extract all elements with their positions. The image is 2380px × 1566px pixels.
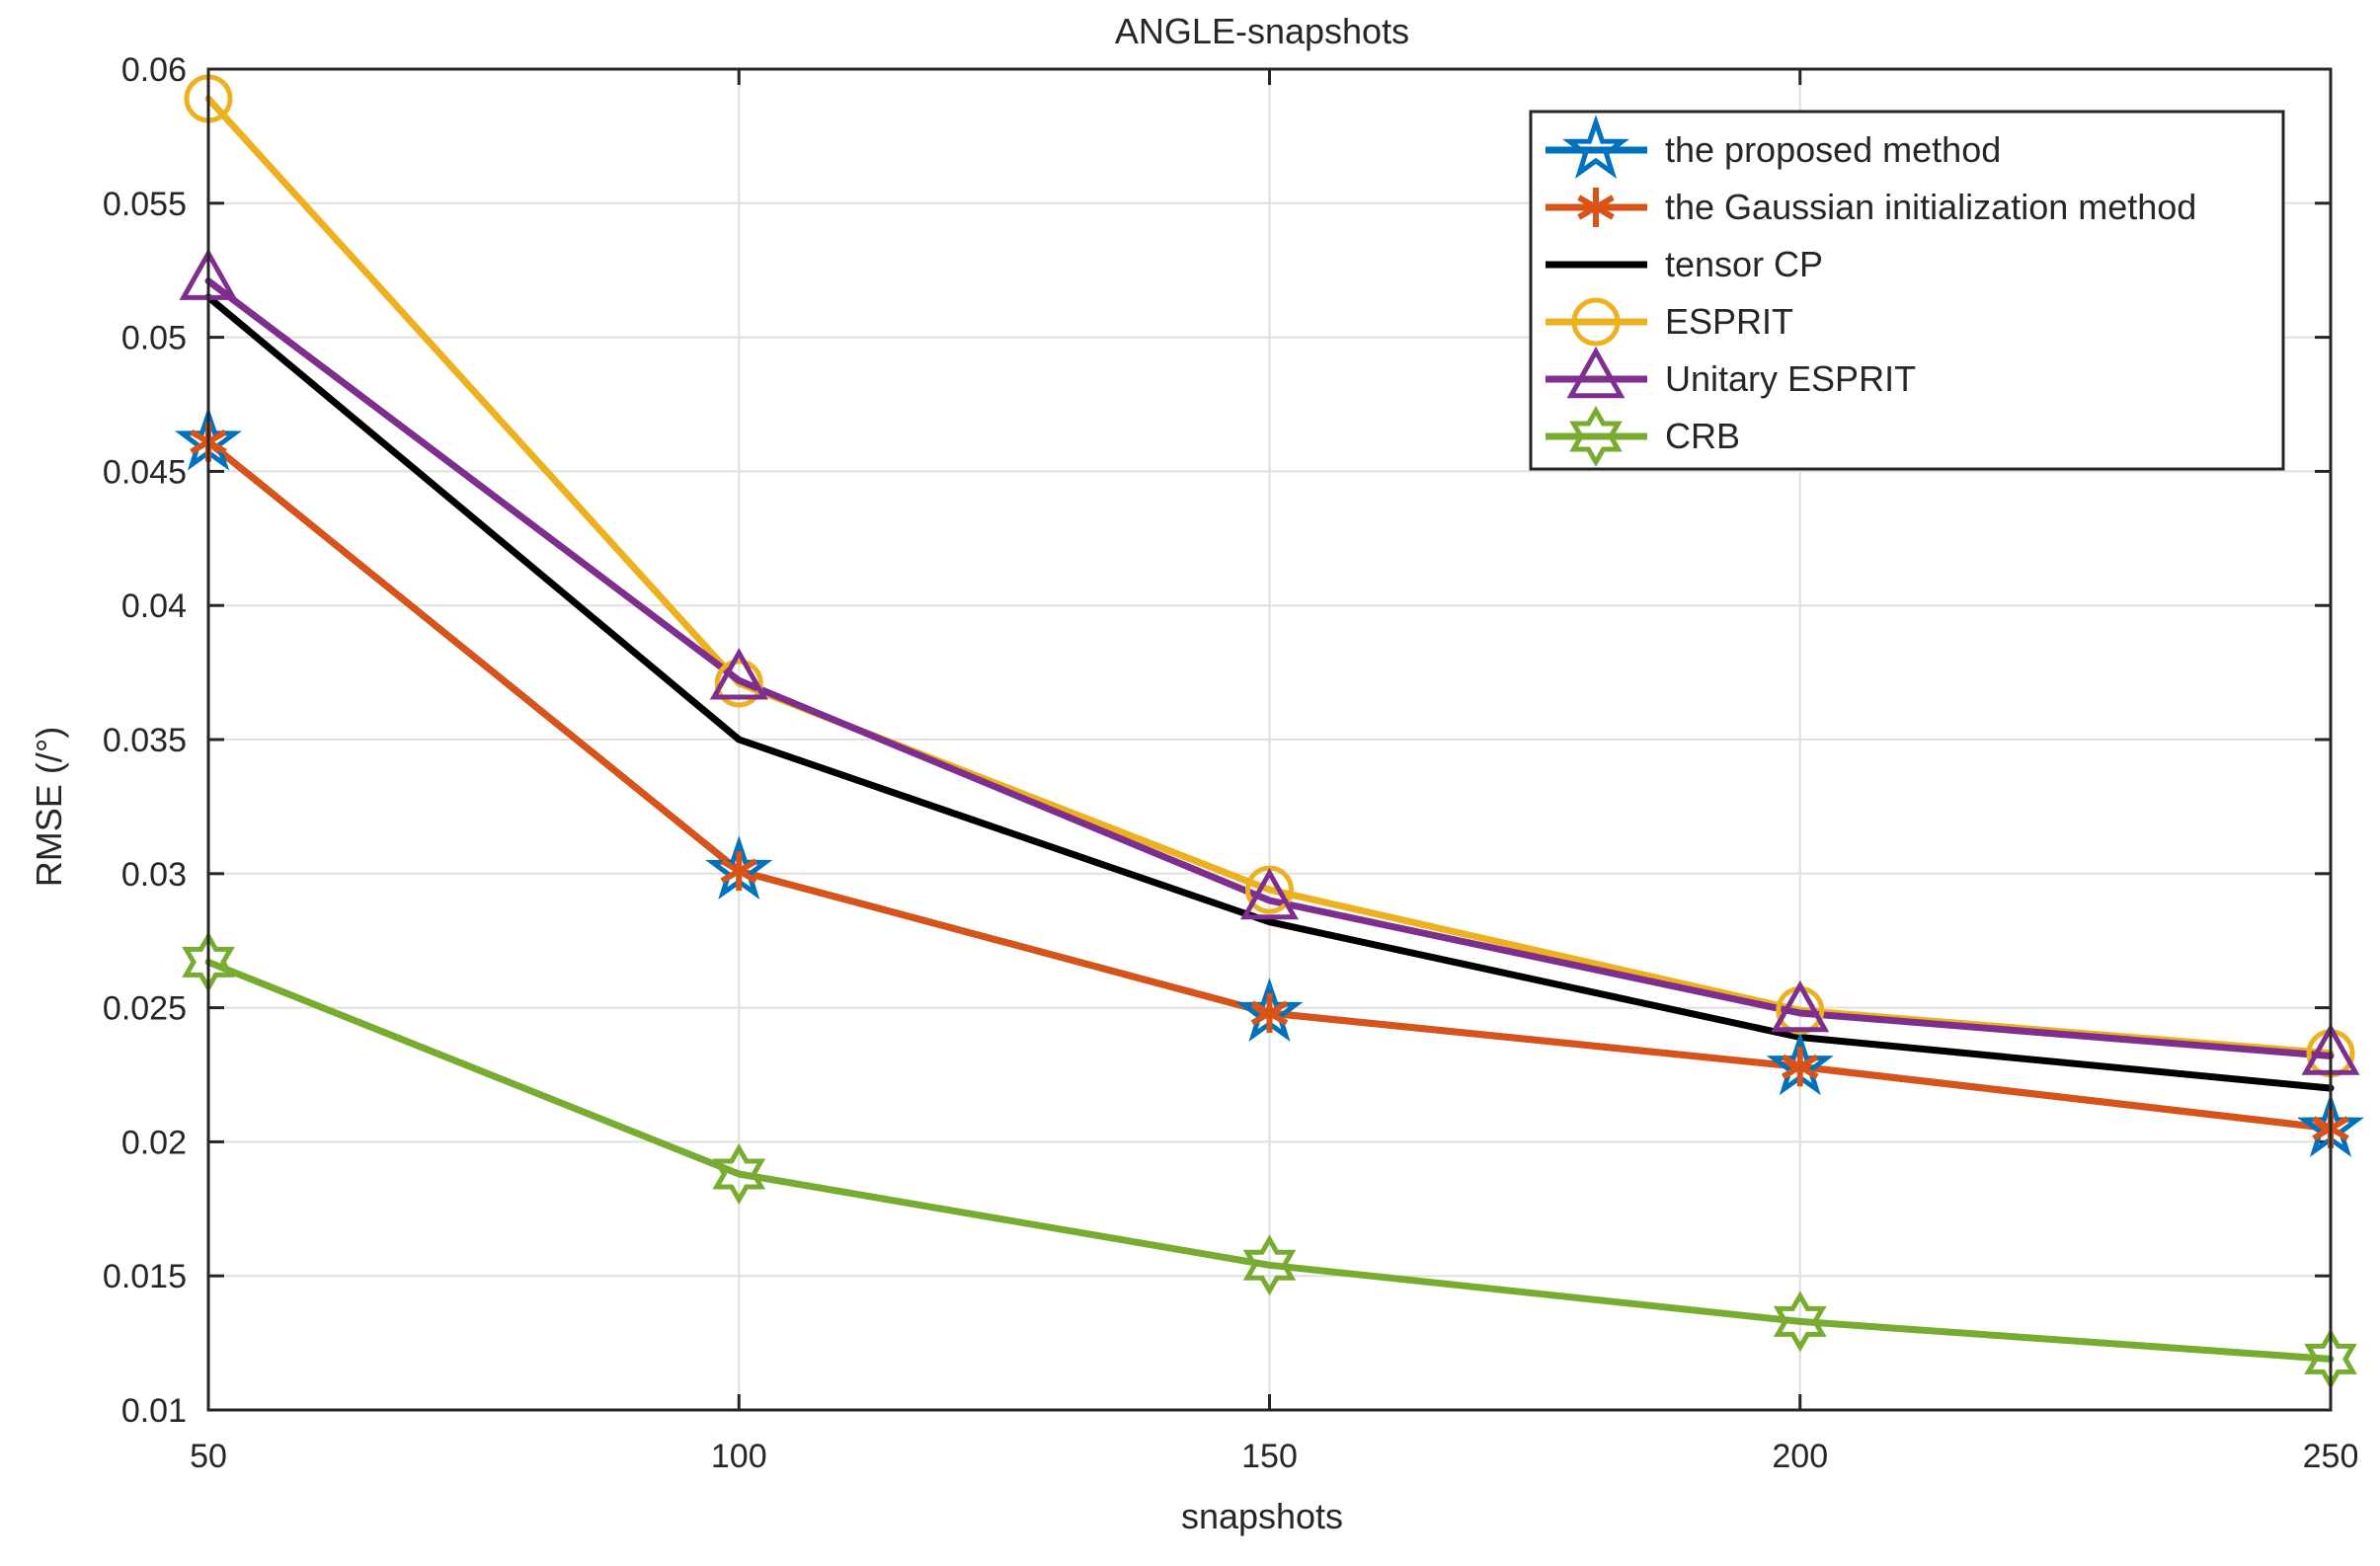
data-point-3-1 [714, 659, 763, 708]
data-point-1-1 [720, 851, 758, 892]
series-markers [175, 74, 2364, 1390]
legend-label-1: the Gaussian initialization method [1665, 187, 2196, 227]
legend-label-4: Unitary ESPRIT [1665, 358, 1916, 399]
asterisk-stroke [720, 858, 758, 884]
y-tick-label: 0.015 [103, 1258, 187, 1295]
x-tick-label: 150 [1241, 1438, 1298, 1475]
series-line-4 [204, 277, 2335, 1059]
legend-marker-3 [1571, 297, 1621, 347]
data-point-1-3 [1781, 1047, 1819, 1087]
data-point-4-2 [1240, 867, 1299, 920]
legend-marker-1 [1577, 188, 1615, 227]
axis-ticks: 50 100 150 200 250 0.01 0.015 0.02 0.025 0.03 0.03… [103, 51, 2358, 1475]
x-tick-label: 200 [1772, 1438, 1828, 1475]
legend-marker-4 [1566, 346, 1626, 399]
data-point-4-3 [1771, 979, 1830, 1033]
y-tick-label: 0.025 [103, 990, 187, 1028]
y-tick-label: 0.055 [103, 186, 187, 223]
legend-label-5: CRB [1665, 416, 1740, 456]
y-tick-label: 0.045 [103, 453, 187, 491]
y-tick-label: 0.035 [103, 722, 187, 759]
data-point-5-2 [1242, 1234, 1297, 1296]
chart-title: ANGLE-snapshots [1115, 11, 1409, 51]
data-point-4-1 [709, 648, 768, 700]
series-line-2 [204, 293, 2335, 1092]
y-axis-label: RMSE (/°) [29, 727, 69, 887]
y-tick-label: 0.03 [121, 856, 187, 894]
asterisk-stroke [1781, 1054, 1819, 1079]
y-tick-label: 0.01 [121, 1392, 187, 1430]
y-tick-label: 0.02 [121, 1124, 187, 1161]
legend-label-3: ESPRIT [1665, 301, 1793, 342]
y-tick-label: 0.05 [121, 320, 187, 357]
asterisk-stroke [1577, 195, 1615, 220]
legend-label-2: tensor CP [1665, 244, 1823, 284]
x-axis-label: snapshots [1181, 1496, 1343, 1536]
legend-box [1529, 110, 2285, 471]
series-line-5 [204, 958, 2335, 1363]
legend-marker-5 [1569, 405, 1623, 468]
legend-marker-0 [1562, 115, 1629, 180]
legend: the proposed method the Gaussian initiali… [1529, 110, 2285, 471]
legend-label-0: the proposed method [1665, 129, 2001, 170]
x-tick-label: 250 [2303, 1438, 2359, 1475]
axes-box [206, 67, 2333, 1412]
data-point-5-3 [1773, 1291, 1827, 1353]
x-tick-label: 50 [190, 1438, 227, 1475]
x-tick-label: 100 [711, 1438, 767, 1475]
y-tick-label: 0.04 [121, 587, 187, 625]
asterisk-stroke [1250, 1000, 1289, 1026]
data-point-5-1 [712, 1142, 766, 1206]
data-point-1-2 [1250, 993, 1289, 1034]
y-tick-label: 0.06 [121, 51, 187, 89]
